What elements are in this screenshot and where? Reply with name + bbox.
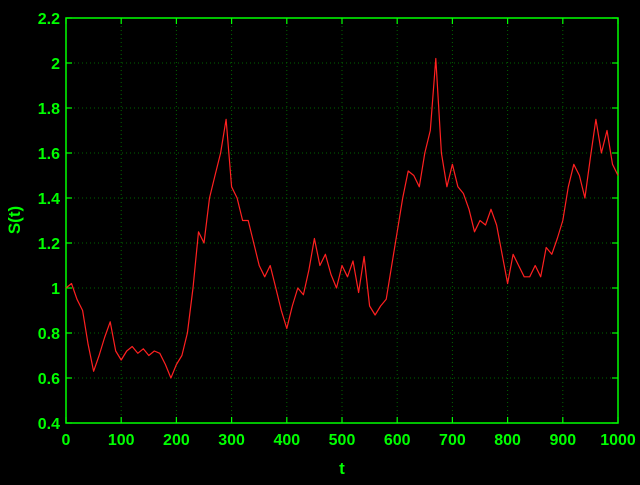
y-tick-label: 1.8	[38, 101, 60, 118]
series-line-s-of-t	[65, 57, 619, 379]
x-tick-label: 0	[62, 432, 71, 449]
y-tick-label: 0.6	[38, 371, 60, 388]
x-tick-label: 700	[439, 432, 466, 449]
y-tick-label: 1.6	[38, 146, 60, 163]
x-tick-label: 1000	[600, 432, 636, 449]
y-tick-label: 2	[51, 56, 60, 73]
y-tick-label: 1.4	[38, 191, 60, 208]
x-axis-tick-labels: 0 100 200 300 400 500 600 700 800 900 1000	[62, 432, 636, 449]
x-tick-label: 600	[384, 432, 411, 449]
axis-ticks	[65, 17, 619, 424]
y-tick-label: 2.2	[38, 11, 60, 28]
x-axis-label: t	[339, 459, 345, 478]
y-tick-label: 1.2	[38, 236, 60, 253]
x-tick-label: 800	[494, 432, 521, 449]
x-tick-label: 900	[549, 432, 576, 449]
x-tick-label: 400	[273, 432, 300, 449]
x-tick-label: 100	[108, 432, 135, 449]
x-tick-label: 200	[163, 432, 190, 449]
x-tick-label: 300	[218, 432, 245, 449]
y-axis-label: S(t)	[5, 206, 24, 234]
y-tick-label: 1	[51, 281, 60, 298]
y-tick-label: 0.8	[38, 326, 60, 343]
y-tick-label: 0.4	[38, 416, 60, 433]
y-axis-tick-labels: 0.4 0.6 0.8 1 1.2 1.4 1.6 1.8 2 2.2	[38, 11, 60, 433]
x-tick-label: 500	[329, 432, 356, 449]
grid-lines	[66, 18, 618, 423]
